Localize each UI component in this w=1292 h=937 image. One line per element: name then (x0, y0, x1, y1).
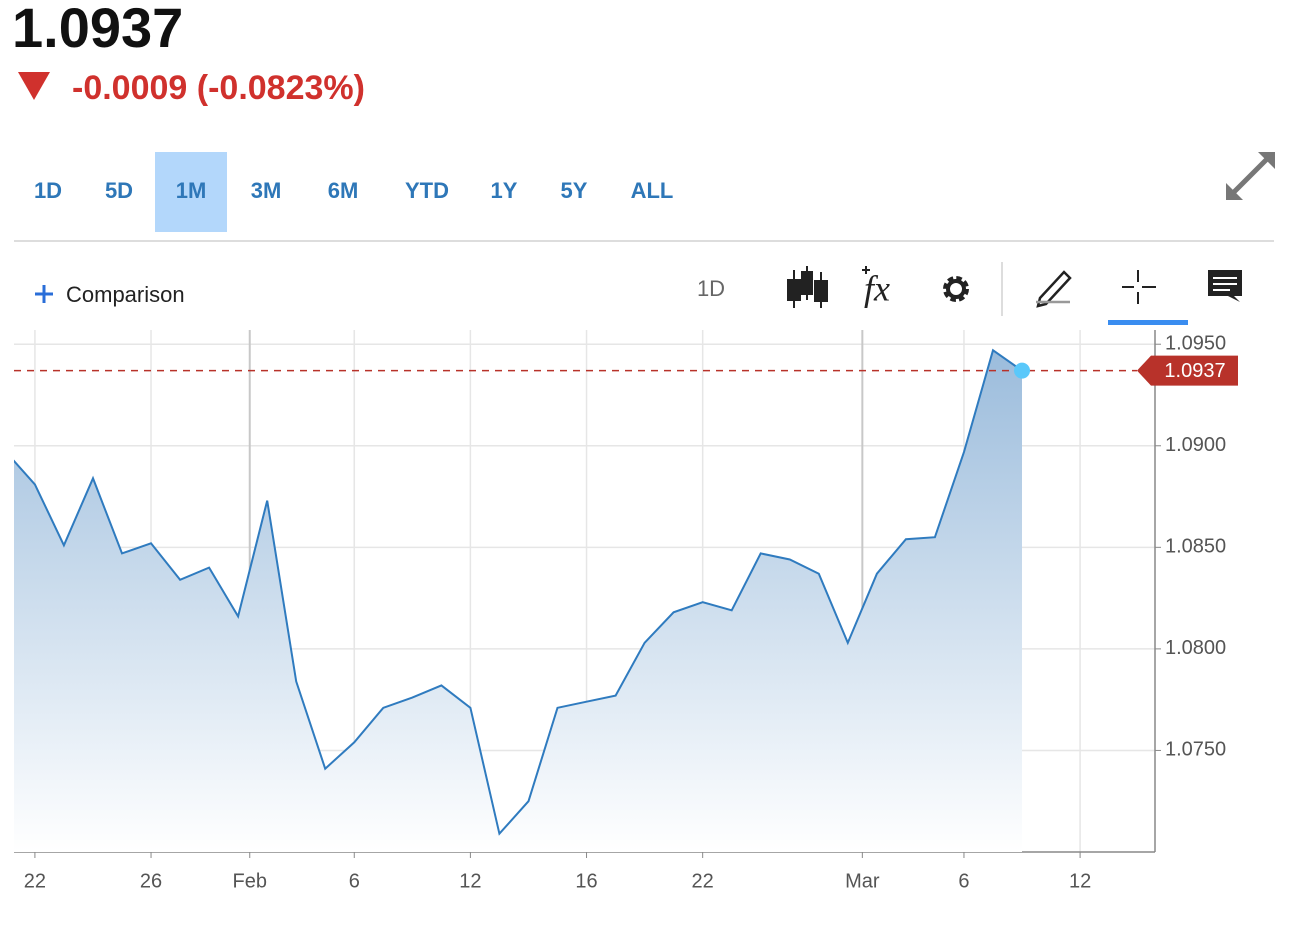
y-tick-label: 1.0950 (1165, 332, 1226, 354)
range-label: 1D (34, 178, 62, 203)
interval-button[interactable]: 1D (697, 276, 725, 301)
range-label: 5Y (561, 178, 588, 203)
range-button[interactable]: 3M (251, 178, 282, 203)
range-button[interactable]: 5Y (561, 178, 588, 203)
range-label: ALL (631, 178, 674, 203)
studies-icon[interactable]: fx (862, 266, 890, 308)
x-tick-label: 6 (958, 870, 969, 892)
y-tick-label: 1.0900 (1165, 434, 1226, 456)
y-tick-label: 1.0750 (1165, 739, 1226, 761)
range-label: YTD (405, 178, 449, 203)
down-arrow (18, 72, 50, 100)
comparison-label: Comparison (66, 282, 185, 307)
range-label: 6M (328, 178, 359, 203)
range-button[interactable]: 1D (34, 178, 62, 203)
settings-icon[interactable] (943, 276, 969, 302)
x-tick-label: Mar (845, 870, 880, 892)
area (14, 350, 1022, 852)
chart-type-icon[interactable] (787, 266, 828, 308)
y-tick-label: 1.0800 (1165, 637, 1226, 659)
x-tick-label: 6 (349, 870, 360, 892)
comment-icon[interactable] (1208, 270, 1242, 302)
range-button[interactable]: ALL (631, 178, 674, 203)
range-button[interactable]: 1Y (491, 178, 518, 203)
range-button[interactable]: 6M (328, 178, 359, 203)
last-point (1014, 362, 1031, 379)
active-tool-underline (1108, 320, 1188, 325)
last-price-label: 1.0937 (1164, 360, 1225, 382)
range-highlight (155, 152, 227, 232)
range-selector: 1D 5D 1M 3M 6M YTD 1Y 5Y ALL (34, 152, 673, 232)
range-button[interactable]: 1M (155, 152, 227, 232)
draw-icon[interactable] (1036, 270, 1072, 308)
line (14, 348, 1023, 836)
y-tick-label: 1.0850 (1165, 536, 1226, 558)
range-label: 3M (251, 178, 282, 203)
x-tick-label: 26 (140, 870, 162, 892)
price-change: -0.0009 (-0.0823%) (72, 69, 365, 107)
plot: 1.0750 1.0800 1.0850 1.0900 1.0950 22 26 Feb 6 12… (14, 330, 1238, 892)
range-button[interactable]: YTD (405, 178, 449, 203)
x-tick-label: 16 (575, 870, 597, 892)
comparison-button[interactable]: Comparison (35, 282, 185, 307)
studies-label: fx (864, 268, 890, 308)
x-tick-label: 12 (1069, 870, 1091, 892)
x-tick-label: 12 (459, 870, 481, 892)
range-label: 1Y (491, 178, 518, 203)
price: 1.0937 (12, 0, 183, 59)
x-tick-label: 22 (24, 870, 46, 892)
last-price-badge (1137, 355, 1238, 386)
x-tick-label: Feb (233, 870, 267, 892)
range-button[interactable]: 5D (105, 178, 133, 203)
x-tick-label: 22 (692, 870, 714, 892)
range-label: 1M (176, 178, 207, 203)
range-label: 5D (105, 178, 133, 203)
expand-icon[interactable] (1226, 152, 1275, 200)
crosshair-icon[interactable] (1122, 270, 1156, 304)
